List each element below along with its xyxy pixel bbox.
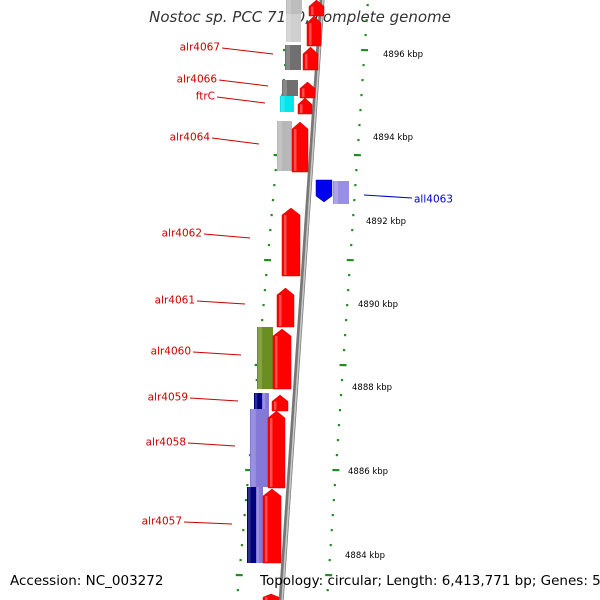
cog-box-shine	[251, 409, 256, 487]
cog-box	[257, 327, 273, 389]
scale-tick-label: 4888 kbp	[352, 383, 392, 393]
gene-label-alr4060: alr4060	[151, 346, 191, 358]
cog-box	[277, 121, 292, 171]
cog-box-shine	[248, 487, 251, 563]
cog-box-shine	[281, 96, 285, 112]
gene-leader-line	[187, 442, 236, 447]
gene-label-alr4064: alr4064	[170, 132, 211, 144]
gene-label-ftrC: ftrC	[196, 91, 215, 103]
gene-leader-line	[216, 96, 266, 104]
cog-box-shine	[263, 393, 265, 409]
gene-label-all4063: all4063	[414, 194, 453, 206]
cog-box	[282, 80, 298, 96]
cog-box	[286, 14, 301, 42]
gene-label-alr4067: alr4067	[180, 42, 220, 54]
backbone-line	[278, 0, 325, 600]
cog-box-shine	[255, 393, 258, 409]
gene-label-alr4061: alr4061	[155, 295, 195, 307]
forward-gene-arrow-shine	[294, 129, 297, 171]
gene-label-alr4058: alr4058	[146, 437, 186, 449]
cog-box	[256, 487, 263, 563]
cog-box-shine	[278, 121, 282, 171]
gene-leader-line	[211, 137, 260, 145]
forward-gene-arrow-shine	[309, 23, 312, 45]
cog-box	[247, 487, 257, 563]
scale-tick-label: 4884 kbp	[345, 551, 385, 561]
scale-tick-label: 4890 kbp	[358, 300, 398, 310]
gene-leader-line	[189, 397, 239, 402]
gene-leader-line	[363, 194, 413, 199]
genome-backbone	[278, 0, 325, 600]
cog-box	[333, 181, 349, 204]
gene-label-alr4057: alr4057	[142, 516, 182, 528]
scale-ticks: 4896 kbp 4894 kbp 4892 kbp 4890 kbp 4888 kbp…	[345, 50, 423, 561]
forward-gene-arrow-shine	[284, 215, 287, 275]
cog-box	[262, 393, 269, 409]
forward-gene-arrow-shine	[305, 54, 308, 69]
forward-gene-arrow-shine	[274, 401, 277, 410]
forward-gene-arrow-shine	[311, 6, 314, 16]
cog-box	[285, 45, 301, 70]
gene-leader-line	[218, 79, 269, 87]
forward-gene-arrow-shine	[270, 418, 273, 487]
cog-box-shine	[287, 0, 291, 14]
scale-tick-label: 4894 kbp	[373, 133, 413, 143]
gene-arrows	[262, 0, 333, 600]
cog-feature-boxes	[247, 0, 349, 563]
gene-leader-line	[196, 300, 246, 305]
gene-label-alr4066: alr4066	[177, 74, 218, 86]
cog-box	[254, 393, 263, 409]
cog-box	[250, 409, 269, 487]
cog-box-shine	[258, 327, 262, 389]
scale-tick-label: 4896 kbp	[383, 50, 423, 60]
gene-label-alr4062: alr4062	[162, 228, 202, 240]
gene-label-alr4059: alr4059	[148, 392, 188, 404]
topology-text: Topology: circular; Length: 6,413,771 bp…	[260, 573, 600, 589]
cog-box-shine	[283, 80, 287, 96]
scale-tick-label: 4886 kbp	[348, 467, 388, 477]
reverse-gene-arrow	[315, 179, 333, 203]
accession-text: Accession: NC_003272	[10, 573, 164, 589]
forward-gene-arrow-shine	[300, 104, 303, 113]
backbone-highlight	[281, 0, 324, 600]
forward-gene-arrow-shine	[265, 496, 268, 562]
cog-box-shine	[286, 45, 290, 70]
cog-box	[280, 96, 294, 112]
forward-gene-arrow-shine	[279, 295, 282, 326]
cog-box	[286, 0, 302, 14]
forward-gene-arrow-shine	[302, 88, 305, 97]
scale-tick-label: 4892 kbp	[366, 217, 406, 227]
cog-box-shine	[334, 181, 338, 204]
gene-leader-line	[192, 351, 242, 356]
gene-labels: alr4067 alr4066 ftrC alr4064 all4063 alr4062 a…	[142, 42, 453, 528]
gene-leader-line	[203, 233, 251, 239]
gene-leader-line	[183, 521, 233, 525]
cog-box-shine	[257, 487, 259, 563]
forward-gene-arrow-shine	[275, 336, 278, 388]
cog-box-shine	[287, 14, 291, 42]
forward-gene-arrow-shine	[265, 597, 268, 600]
gene-leader-line	[221, 47, 274, 55]
